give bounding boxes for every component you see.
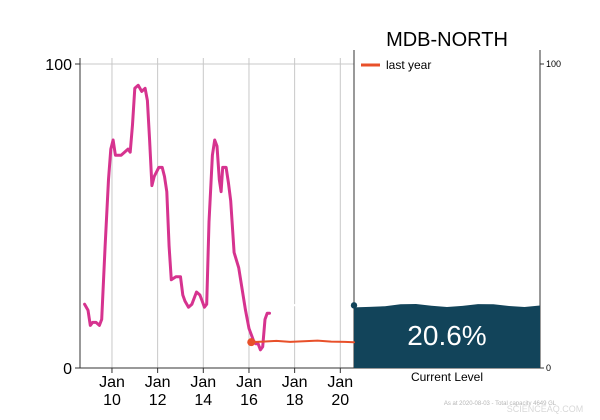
right-y-tick-label-1: 0 — [546, 363, 551, 373]
x-tick-label-month-2: Jan — [190, 374, 216, 391]
legend-label-last-year: last year — [386, 58, 431, 72]
chart-title: MDB-NORTH — [386, 29, 508, 51]
y-tick-label-0: 100 — [45, 57, 72, 74]
watermark: SCIENCEAQ.COM — [507, 404, 584, 414]
x-tick-label-year-3: 16 — [240, 392, 258, 409]
right-y-tick-label-0: 100 — [546, 59, 561, 69]
x-tick-label-month-5: Jan — [327, 374, 353, 391]
current-level-panel — [354, 304, 540, 368]
x-tick-label-month-4: Jan — [282, 374, 308, 391]
series-lines — [83, 83, 358, 352]
legend: last year — [361, 58, 431, 72]
current-level-marker — [350, 302, 358, 309]
x-tick-label-year-5: 20 — [331, 392, 349, 409]
y-tick-label-1: 0 — [63, 361, 72, 378]
x-tick-label-year-0: 10 — [103, 392, 121, 409]
series-last-year-line — [250, 339, 355, 344]
x-tick-label-year-4: 18 — [286, 392, 304, 409]
series-extension-line — [268, 304, 305, 307]
gridlines — [80, 58, 354, 368]
current-level-value: 20.6% — [407, 320, 486, 351]
x-tick-label-month-0: Jan — [99, 374, 125, 391]
current-level-caption: Current Level — [411, 370, 483, 384]
last-year-point — [247, 338, 256, 347]
footer-note: As at 2020-08-03 - Total capacity 4649 G… — [444, 401, 557, 407]
x-tick-label-year-2: 14 — [194, 392, 212, 409]
x-tick-label-month-1: Jan — [145, 374, 171, 391]
series-storage-line — [83, 83, 271, 352]
x-tick-label-month-3: Jan — [236, 374, 262, 391]
x-tick-label-year-1: 12 — [149, 392, 167, 409]
